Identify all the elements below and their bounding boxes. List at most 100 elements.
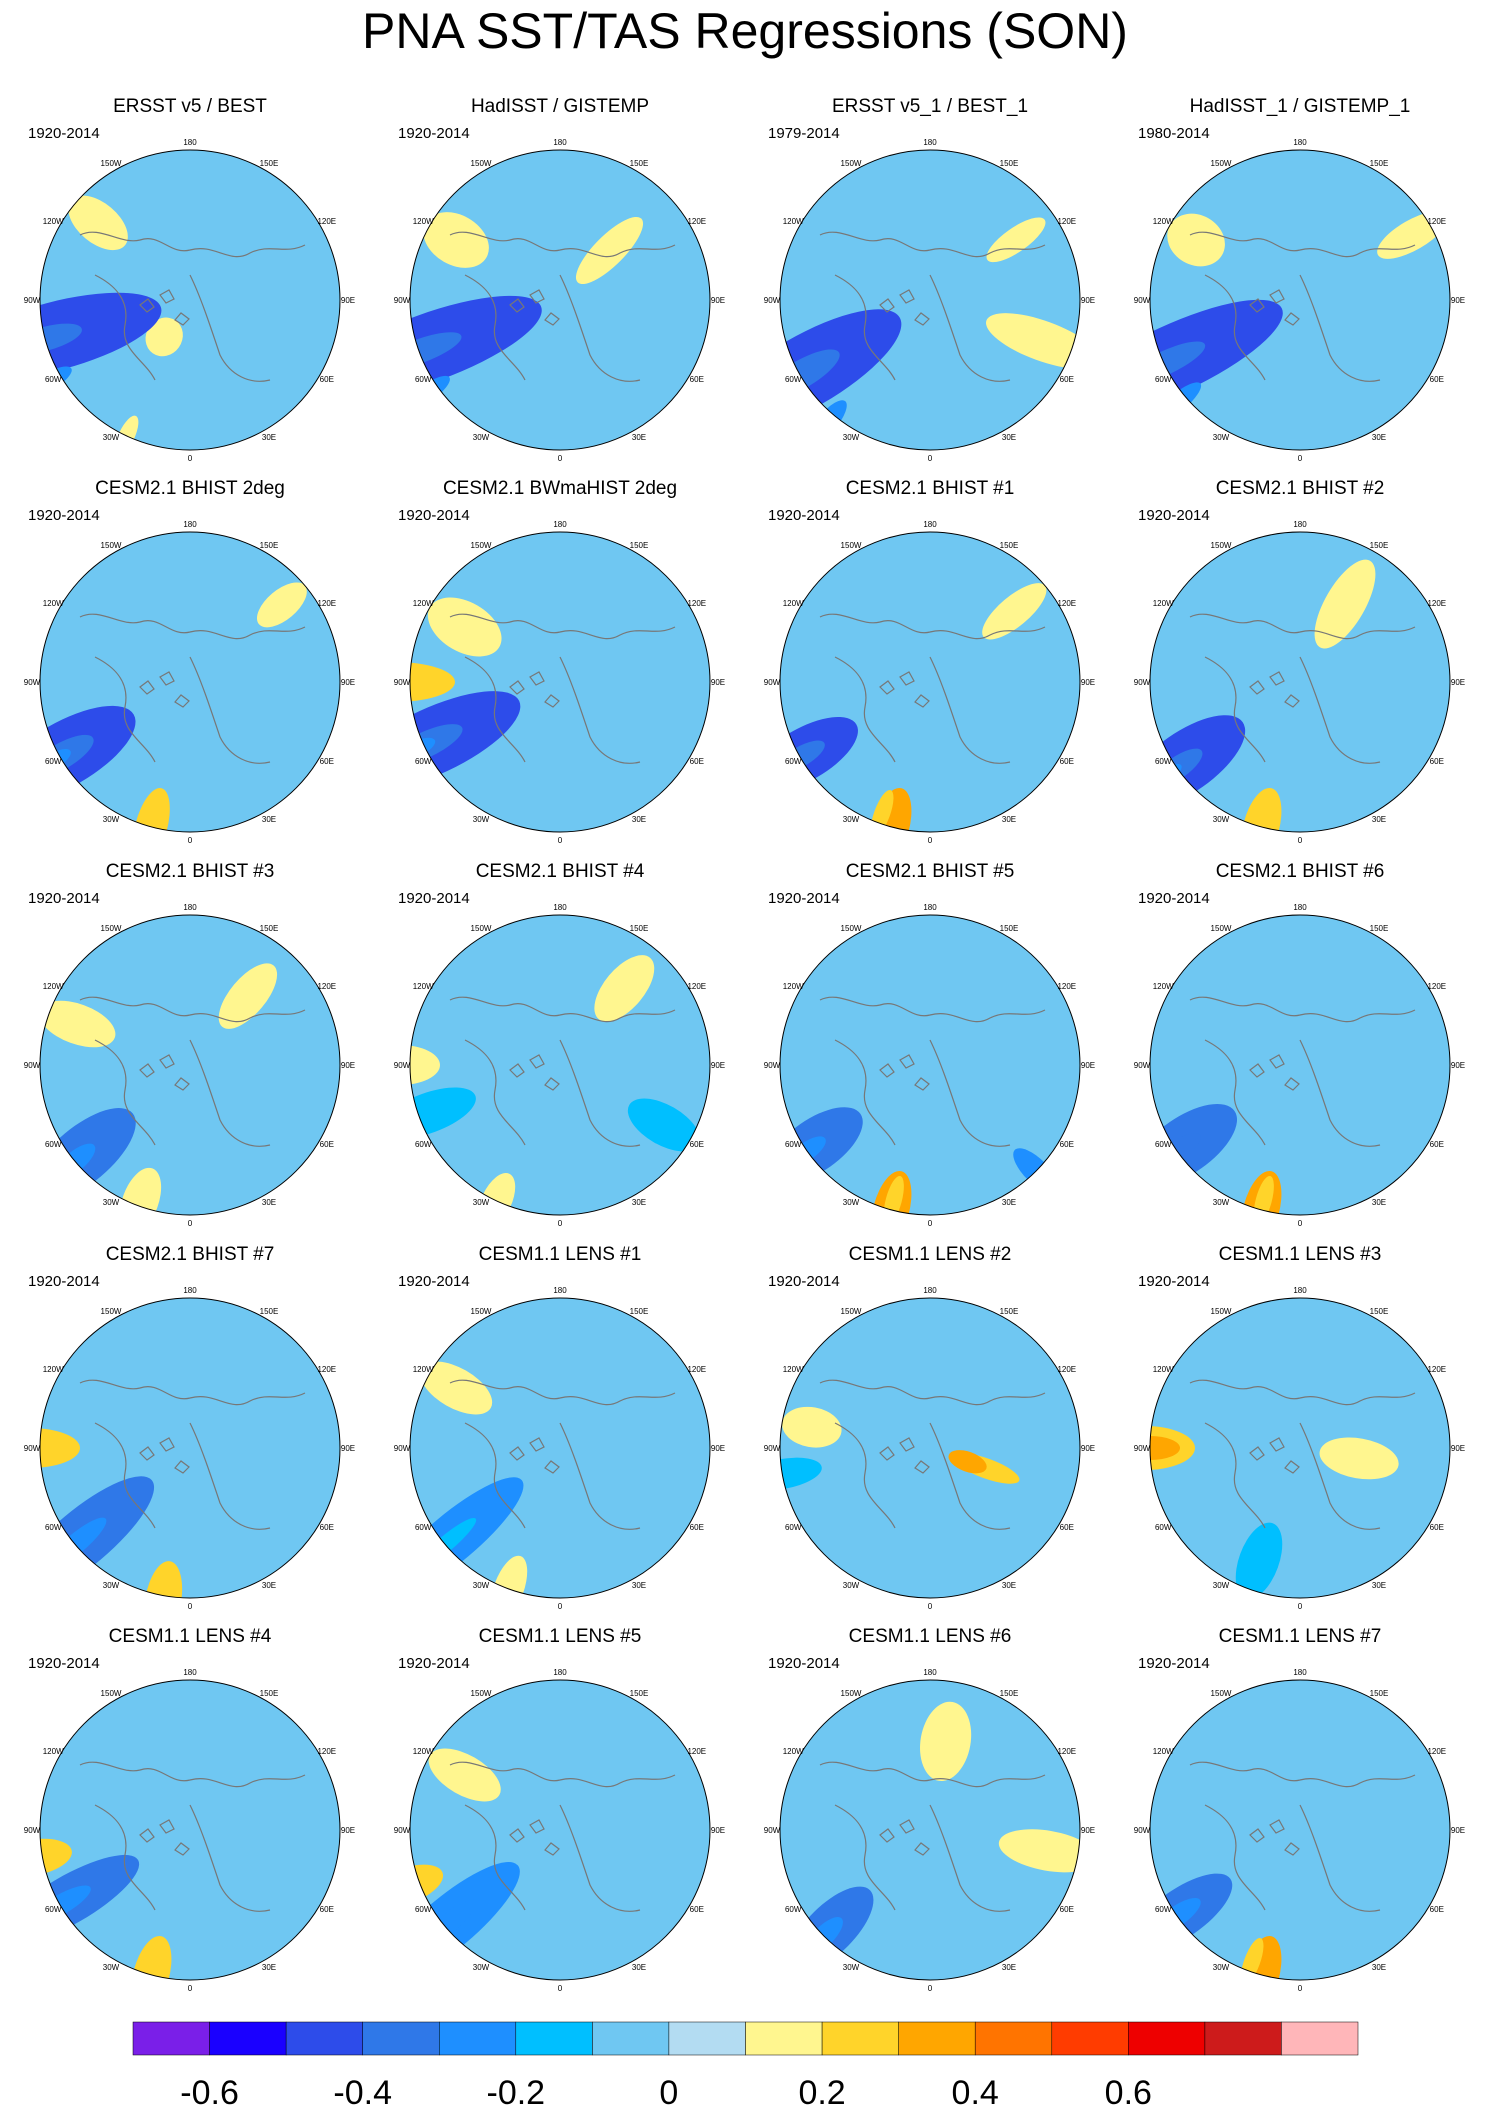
longitude-label: 30W — [103, 433, 120, 442]
panel-title: CESM1.1 LENS #4 — [108, 1626, 272, 1647]
longitude-label: 150W — [841, 1307, 862, 1316]
longitude-label: 120W — [413, 982, 434, 991]
polar-map: 180 150E 120E 90E 60E 30E 0 30W 60W 90W 120W 150W — [1134, 1286, 1465, 1611]
map-panel: CESM2.1 BHIST #1 180 150E 120E 90E 60E 30E 0 30W… — [760, 477, 1100, 857]
period-label: 1920-2014 — [768, 1273, 840, 1290]
map-boundary — [1149, 914, 1451, 1216]
map-boundary — [39, 1679, 341, 1981]
positive-anomaly — [782, 1406, 842, 1448]
longitude-label: 150E — [630, 1307, 649, 1316]
negative-anomaly — [627, 1098, 700, 1152]
longitude-label: 150W — [1211, 924, 1232, 933]
map-panel: CESM1.1 LENS #5 180 150E 120E 90E 60E 30E 0 30W 6… — [390, 1625, 730, 2005]
longitude-label: 120E — [1057, 599, 1076, 608]
longitude-label: 120W — [43, 982, 64, 991]
map-panel: CESM2.1 BHIST #3 180 150E 120E 90E 60E 30E 0 30W… — [20, 860, 360, 1240]
longitude-label: 90W — [394, 1061, 411, 1070]
positive-anomaly — [1150, 1426, 1195, 1470]
positive-anomaly — [410, 662, 455, 702]
colorbar-box — [209, 2021, 287, 2056]
colorbar-box — [1128, 2021, 1206, 2056]
period-label: 1920-2014 — [398, 1273, 470, 1290]
longitude-label: 60W — [45, 1523, 62, 1532]
longitude-label: 150E — [1000, 1307, 1019, 1316]
longitude-label: 120W — [783, 217, 804, 226]
longitude-label: 60W — [1155, 1905, 1172, 1914]
positive-anomaly — [920, 1701, 972, 1782]
longitude-label: 30W — [1213, 1581, 1230, 1590]
longitude-label: 60E — [690, 757, 704, 766]
longitude-label: 90E — [711, 1061, 725, 1070]
panel-title: CESM2.1 BHIST #6 — [1215, 861, 1385, 882]
longitude-label: 30E — [262, 1198, 276, 1207]
longitude-label: 90W — [394, 1444, 411, 1453]
longitude-label: 120W — [1153, 217, 1174, 226]
colorbar-tick-label: 0.4 — [951, 2074, 999, 2112]
map-background — [1150, 1680, 1450, 1980]
longitude-label: 60E — [320, 375, 334, 384]
longitude-label: 0 — [188, 836, 193, 845]
longitude-label: 60E — [320, 1523, 334, 1532]
polar-map: 180 150E 120E 90E 60E 30E 0 30W 60W 90W 120W 150W — [764, 138, 1095, 463]
longitude-label: 150E — [260, 159, 279, 168]
longitude-label: 30E — [632, 1581, 646, 1590]
longitude-label: 120E — [1057, 982, 1076, 991]
map-background — [780, 532, 1080, 832]
positive-anomaly — [145, 317, 183, 357]
longitude-label: 120E — [1057, 217, 1076, 226]
longitude-label: 60E — [1060, 1523, 1074, 1532]
longitude-label: 150W — [101, 541, 122, 550]
map-panel: CESM1.1 LENS #2 180 150E 120E 90E 60E 30E 0 30W 6… — [760, 1243, 1100, 1623]
panel-title: ERSST v5 / BEST — [113, 96, 267, 117]
longitude-label: 150W — [1211, 541, 1232, 550]
colorbar-tick-label: 0 — [659, 2074, 679, 2112]
longitude-label: 90W — [764, 1826, 781, 1835]
coastline — [79, 231, 306, 382]
longitude-label: 60E — [1430, 1140, 1444, 1149]
longitude-label: 30E — [1002, 1198, 1016, 1207]
longitude-label: 90W — [764, 1444, 781, 1453]
longitude-label: 60E — [690, 375, 704, 384]
period-label: 1920-2014 — [1138, 890, 1210, 907]
period-label: 1920-2014 — [398, 890, 470, 907]
longitude-label: 90W — [1134, 1826, 1151, 1835]
longitude-label: 90W — [1134, 296, 1151, 305]
panel-title: CESM2.1 BHIST #5 — [845, 861, 1015, 882]
longitude-label: 30E — [1372, 1963, 1386, 1972]
longitude-label: 180 — [923, 903, 937, 912]
longitude-label: 180 — [1293, 138, 1307, 147]
panel-title: CESM2.1 BHIST #3 — [105, 861, 275, 882]
coastline — [449, 1379, 676, 1530]
coastline — [79, 1379, 306, 1530]
map-background — [40, 1680, 340, 1980]
longitude-label: 0 — [928, 836, 933, 845]
longitude-label: 0 — [928, 1602, 933, 1611]
longitude-label: 30E — [262, 433, 276, 442]
longitude-label: 180 — [553, 1668, 567, 1677]
longitude-label: 150W — [841, 541, 862, 550]
positive-anomaly — [144, 1561, 183, 1598]
map-boundary — [1149, 1679, 1451, 1981]
longitude-label: 90E — [341, 1444, 355, 1453]
positive-anomaly — [420, 1361, 493, 1415]
longitude-label: 60E — [1430, 757, 1444, 766]
longitude-label: 60W — [45, 1905, 62, 1914]
colorbar-box — [821, 2021, 899, 2056]
longitude-label: 180 — [183, 903, 197, 912]
map-boundary — [409, 1297, 711, 1599]
map-panel: HadISST / GISTEMP 180 150E 120E 90E 60E 30E 0 30… — [390, 95, 730, 475]
longitude-label: 150E — [630, 541, 649, 550]
positive-anomaly — [423, 212, 489, 268]
longitude-label: 60W — [45, 1140, 62, 1149]
longitude-label: 30W — [103, 1963, 120, 1972]
longitude-label: 90E — [711, 1826, 725, 1835]
longitude-label: 60E — [320, 1140, 334, 1149]
map-panel: CESM1.1 LENS #1 180 150E 120E 90E 60E 30E 0 30W 6… — [390, 1243, 730, 1623]
longitude-label: 60W — [415, 375, 432, 384]
longitude-label: 90W — [24, 1061, 41, 1070]
longitude-label: 90E — [1081, 1061, 1095, 1070]
longitude-label: 150W — [471, 159, 492, 168]
longitude-label: 120W — [1153, 1747, 1174, 1756]
longitude-label: 60W — [785, 1905, 802, 1914]
longitude-label: 150E — [1000, 541, 1019, 550]
